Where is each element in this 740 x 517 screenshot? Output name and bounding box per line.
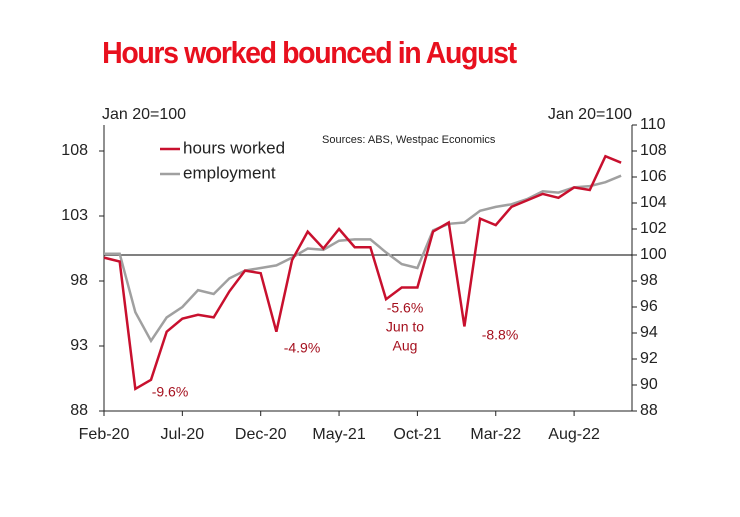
y2-tick-label: 108 [640,142,667,159]
y2-tick-label: 88 [640,402,658,419]
y-axis-label: Jan 20=100 [102,106,186,123]
y2-tick-label: 104 [640,194,667,211]
annotation: Jun to [386,319,424,335]
annotation: -9.6% [152,384,189,400]
y2-tick-label: 110 [640,116,666,133]
legend-label: employment [183,163,276,182]
y2-tick-label: 94 [640,324,658,341]
annotation: -8.8% [482,327,519,343]
x-tick-label: Jul-20 [161,426,205,443]
x-tick-label: Mar-22 [470,426,521,443]
y2-tick-label: 96 [640,298,658,315]
data-line [104,174,622,344]
x-tick-label: Dec-20 [235,426,287,443]
y2-axis-label: Jan 20=100 [548,106,632,123]
x-tick-label: May-21 [312,426,365,443]
y-tick-label: 93 [70,337,88,354]
y2-tick-label: 102 [640,220,667,237]
y2-tick-label: 106 [640,168,667,185]
y2-tick-label: 92 [640,350,658,367]
x-tick-label: Aug-22 [548,426,600,443]
annotation: -4.9% [284,340,321,356]
annotation: -5.6% [387,300,424,316]
x-tick-label: Oct-21 [393,426,441,443]
y-tick-label: 103 [61,207,88,224]
y2-tick-label: 100 [640,246,667,263]
y2-tick-label: 90 [640,376,658,393]
y-tick-label: 98 [70,272,88,289]
chart-title: Hours worked bounced in August [102,36,517,70]
y-tick-label: 88 [70,402,88,419]
legend-label: hours worked [183,138,285,157]
y-tick-label: 108 [61,142,88,159]
source-note: Sources: ABS, Westpac Economics [322,134,496,146]
data-line [103,154,622,391]
x-tick-label: Feb-20 [79,426,130,443]
annotation: Aug [393,338,418,354]
y2-tick-label: 98 [640,272,658,289]
